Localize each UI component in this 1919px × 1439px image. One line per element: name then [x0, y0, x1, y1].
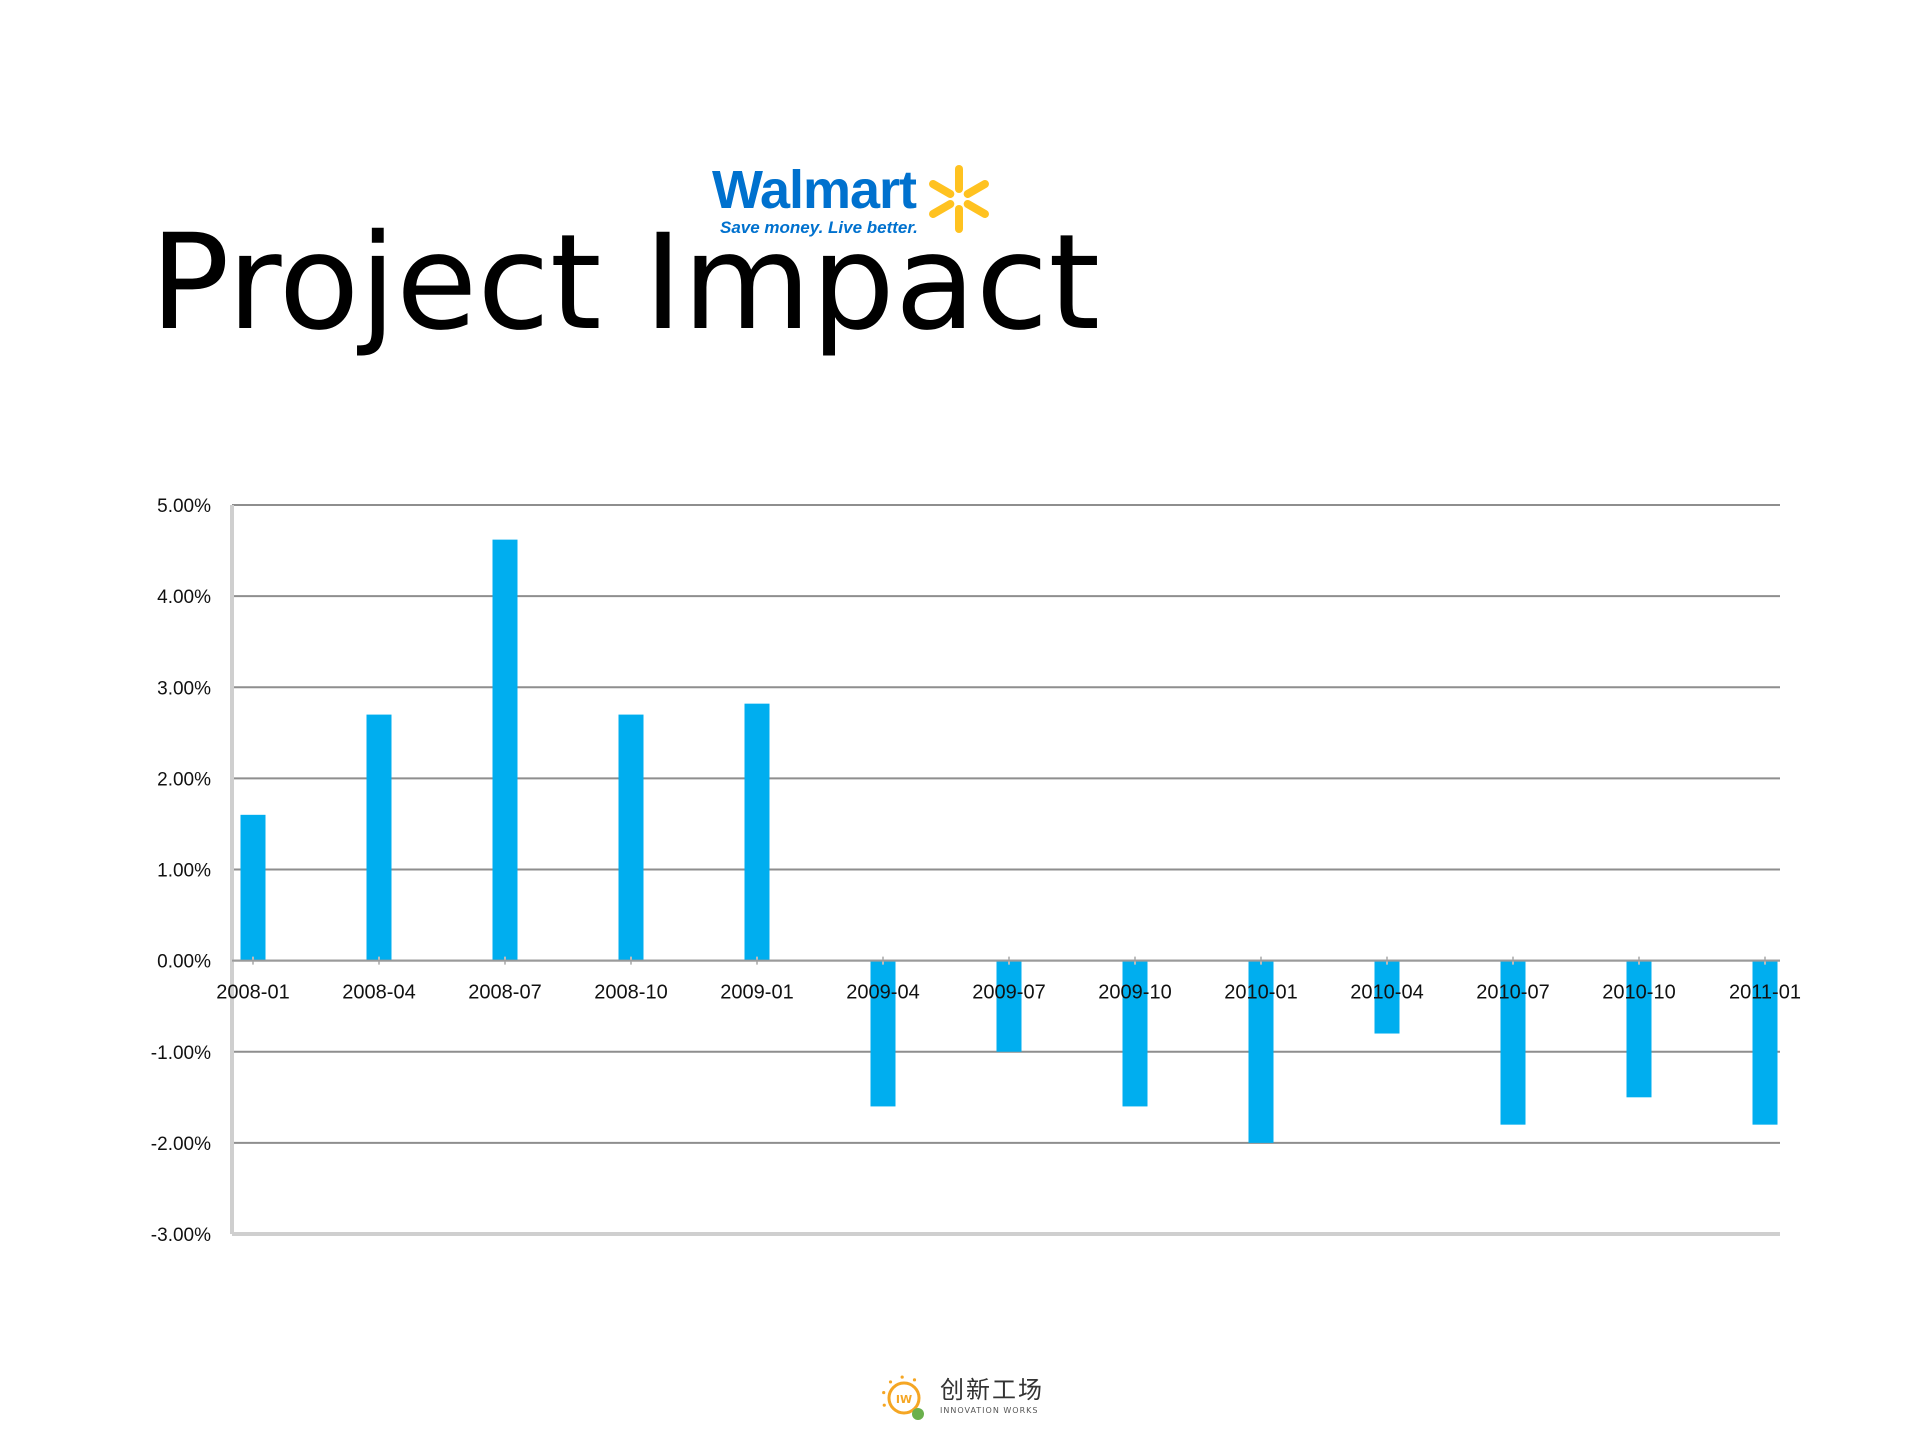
y-tick-label: 2.00% [157, 769, 211, 790]
bar [1374, 960, 1400, 1034]
bar [870, 960, 896, 1107]
x-tick-label: 2009-10 [1098, 982, 1171, 1004]
bulb-ray-dot [882, 1403, 886, 1407]
spark-ray [929, 180, 955, 198]
y-tick-label: -1.00% [151, 1043, 211, 1064]
footer-mark-text: IW [896, 1393, 912, 1406]
walmart-logo: Walmart Save money. Live better. [712, 160, 1012, 245]
y-tick-label: 4.00% [157, 587, 211, 608]
x-tick-label: 2009-01 [720, 982, 793, 1004]
x-tick-label: 2010-07 [1476, 982, 1549, 1004]
x-tick-label: 2010-04 [1350, 982, 1423, 1004]
x-tick-label: 2008-07 [468, 982, 541, 1004]
spark-ray [929, 200, 955, 218]
x-tick-label: 2008-01 [216, 982, 289, 1004]
bar [366, 714, 392, 961]
bar [1122, 960, 1148, 1107]
footer-logo: IW 创新工场 INNOVATION WORKS [880, 1372, 1060, 1424]
walmart-wordmark: Walmart [712, 160, 917, 220]
x-tick-label: 2010-01 [1224, 982, 1297, 1004]
bar [1626, 960, 1652, 1098]
slide-title: Project Impact [150, 206, 1101, 360]
x-tick-label: 2008-10 [594, 982, 667, 1004]
y-tick-label: -2.00% [151, 1134, 211, 1155]
bar [744, 703, 770, 961]
innovation-works-bulb-icon: IW [882, 1375, 924, 1420]
bar [618, 714, 644, 961]
y-tick-label: 0.00% [157, 952, 211, 973]
x-tick-label: 2010-10 [1602, 982, 1675, 1004]
footer-name-en: INNOVATION WORKS [940, 1406, 1039, 1415]
y-tick-label: -3.00% [151, 1225, 211, 1246]
footer-name-cn: 创新工场 [940, 1376, 1044, 1404]
y-tick-label: 5.00% [157, 496, 211, 517]
bulb-ray-dot [912, 1378, 917, 1382]
spark-ray [963, 200, 989, 218]
bulb-ray-dot [888, 1380, 893, 1384]
bar [1248, 960, 1274, 1143]
x-tick-label: 2009-04 [846, 982, 919, 1004]
walmart-spark-icon [929, 165, 989, 233]
bulb-ray-dot [882, 1390, 886, 1395]
bar [240, 814, 266, 961]
x-tick-label: 2009-07 [972, 982, 1045, 1004]
bar [1500, 960, 1526, 1125]
y-tick-label: 3.00% [157, 678, 211, 699]
bulb-ray-dot [900, 1375, 904, 1379]
bar [996, 960, 1022, 1052]
y-tick-label: 1.00% [157, 861, 211, 882]
walmart-tagline: Save money. Live better. [720, 218, 918, 237]
bar [492, 539, 518, 961]
spark-ray [963, 180, 989, 198]
bar [1752, 960, 1778, 1125]
x-tick-label: 2011-01 [1729, 982, 1801, 1004]
x-tick-label: 2008-04 [342, 982, 415, 1004]
